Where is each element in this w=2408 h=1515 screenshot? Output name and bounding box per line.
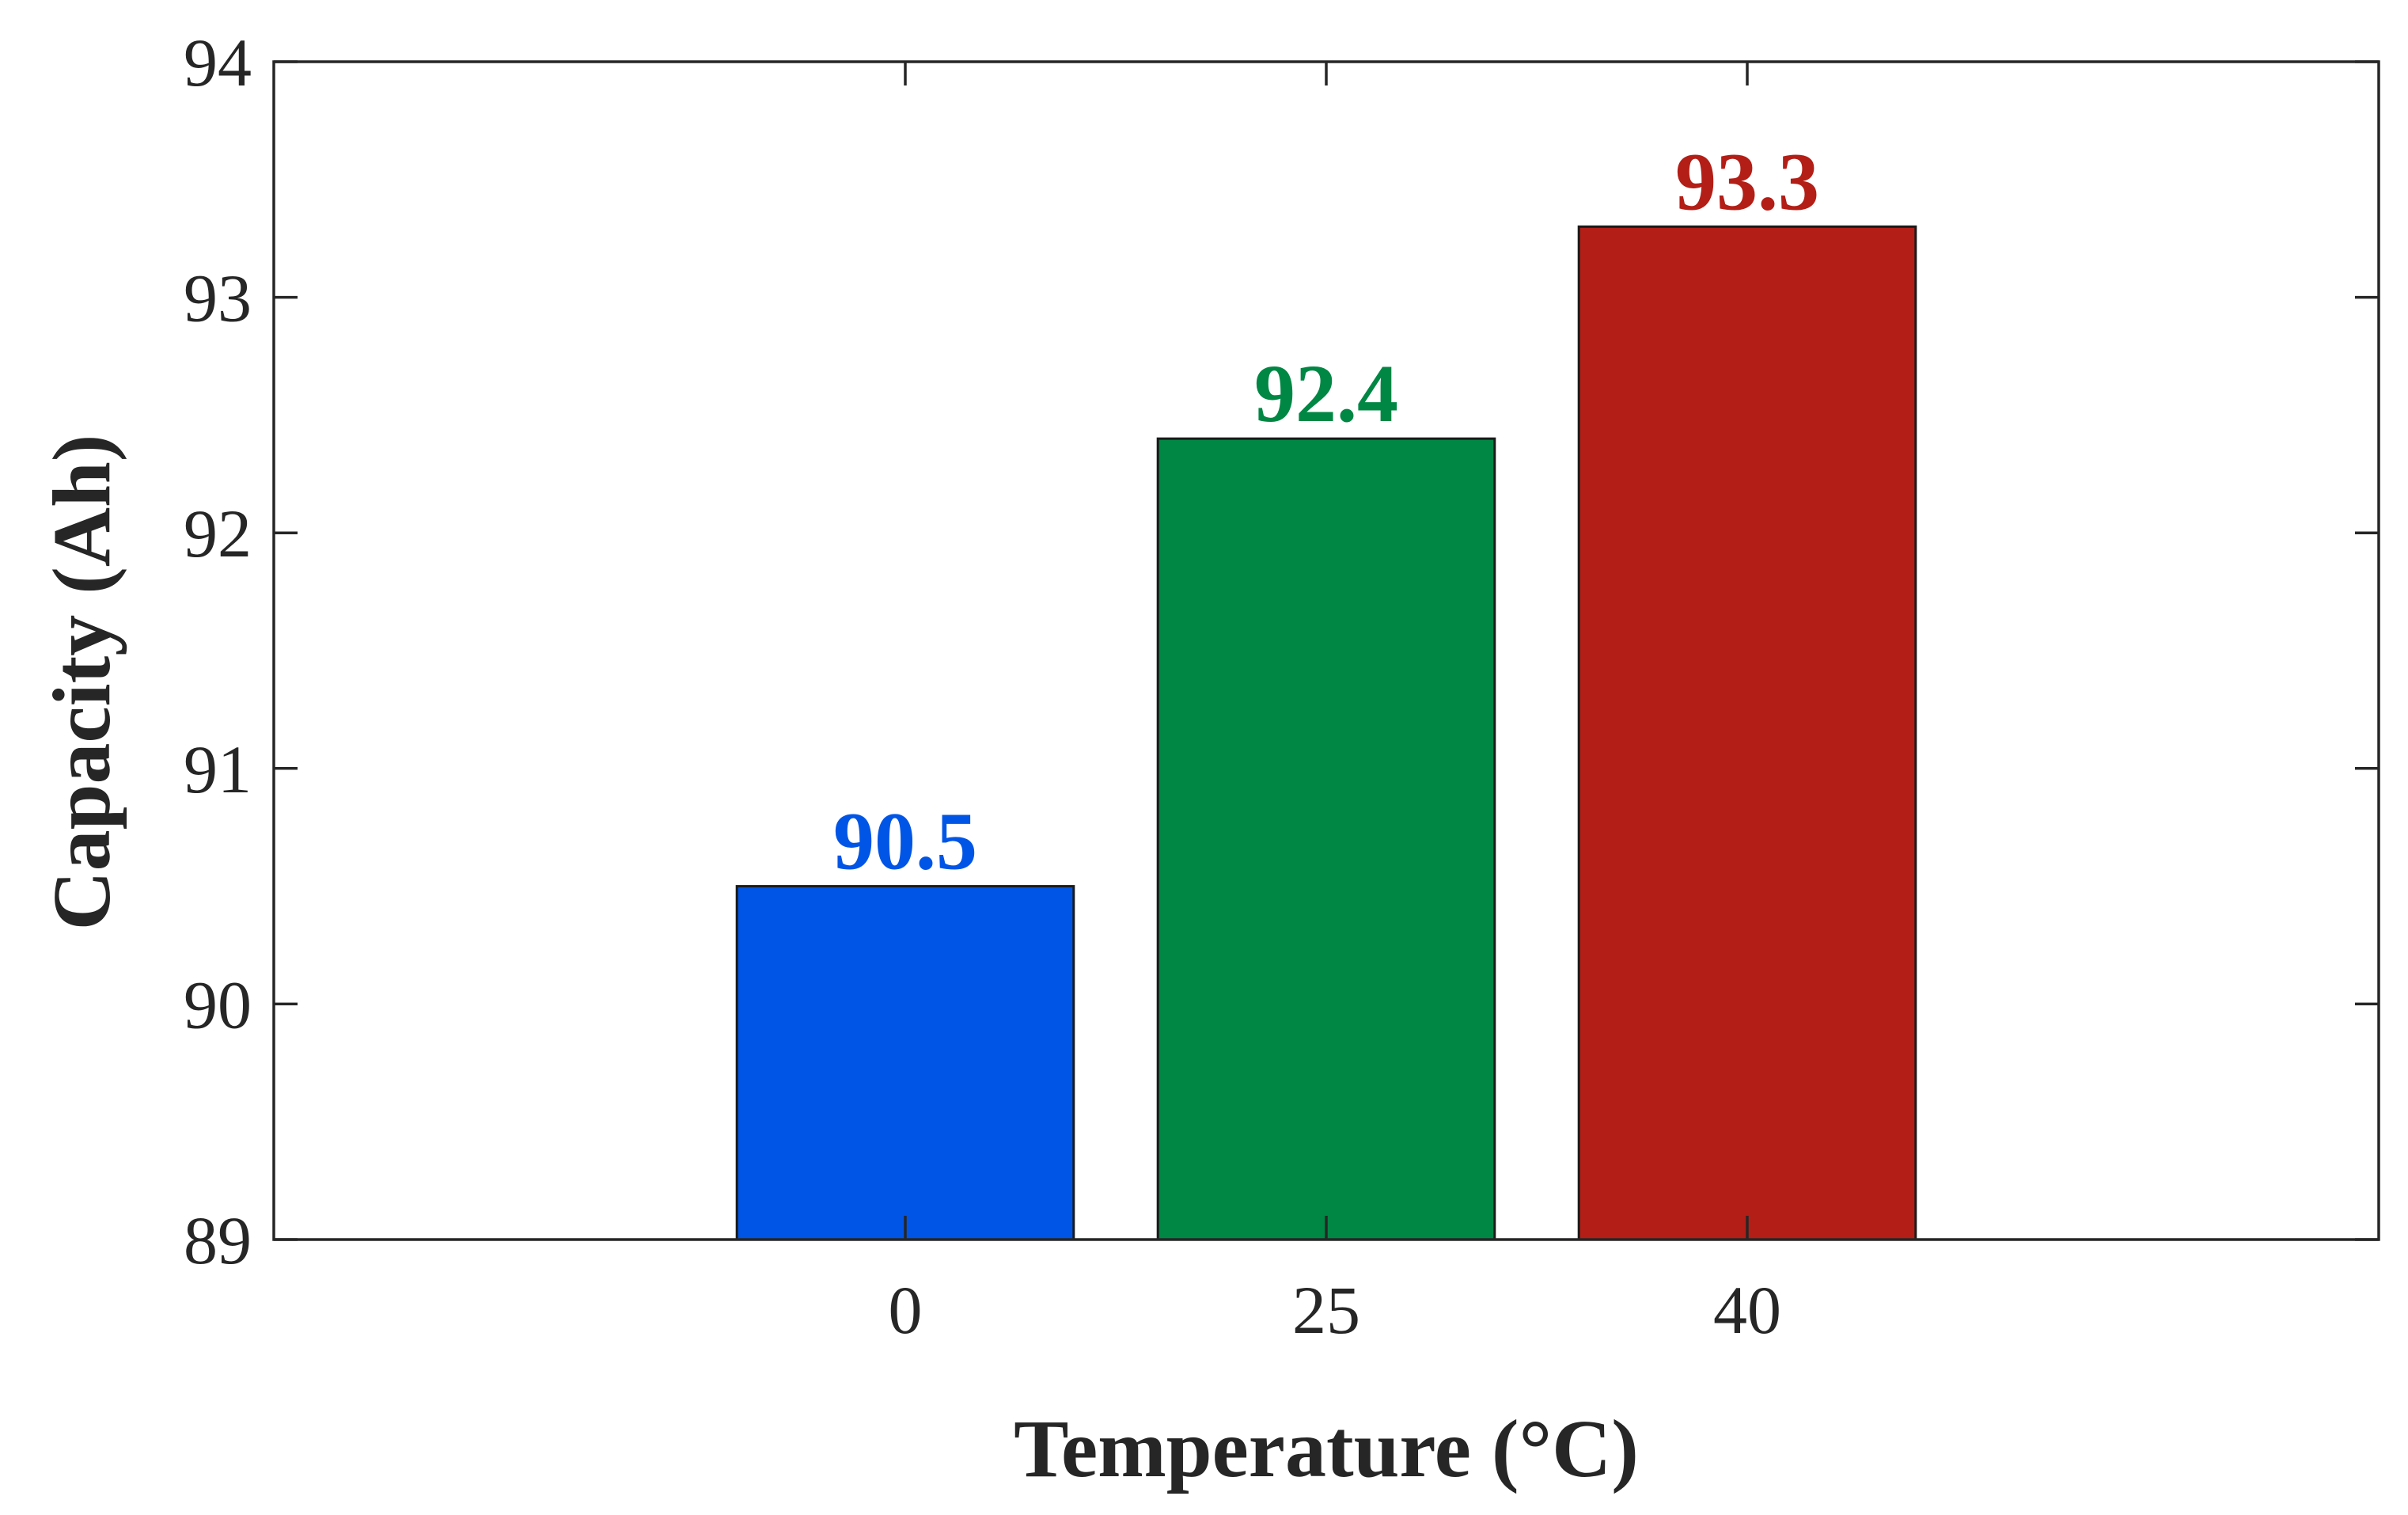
x-tick-label-40: 40 <box>1713 1272 1781 1348</box>
x-tick-label-0: 0 <box>889 1272 923 1348</box>
x-axis-title: Temperature (°C) <box>1014 1403 1639 1494</box>
labels-layer: 90.5 92.4 93.3 89 90 91 92 93 94 0 25 40 <box>184 25 1819 1348</box>
y-tick-label-89: 89 <box>184 1202 252 1278</box>
bar-value-label-25: 92.4 <box>1254 348 1398 439</box>
y-tick-label-92: 92 <box>184 496 252 571</box>
bar-value-label-40: 93.3 <box>1675 136 1819 227</box>
y-tick-label-93: 93 <box>184 260 252 336</box>
ticks-layer <box>274 60 2379 1241</box>
y-tick-label-91: 91 <box>184 731 252 807</box>
y-tick-label-90: 90 <box>184 966 252 1042</box>
bar-value-label-0: 90.5 <box>833 796 977 887</box>
y-axis-title: Capacity (Ah) <box>36 435 127 931</box>
y-tick-label-94: 94 <box>184 25 252 101</box>
bars-layer <box>735 225 1917 1241</box>
bar-0 <box>735 885 1075 1241</box>
bar-25 <box>1156 437 1496 1241</box>
x-tick-label-25: 25 <box>1292 1272 1360 1348</box>
bar-40 <box>1577 225 1917 1241</box>
